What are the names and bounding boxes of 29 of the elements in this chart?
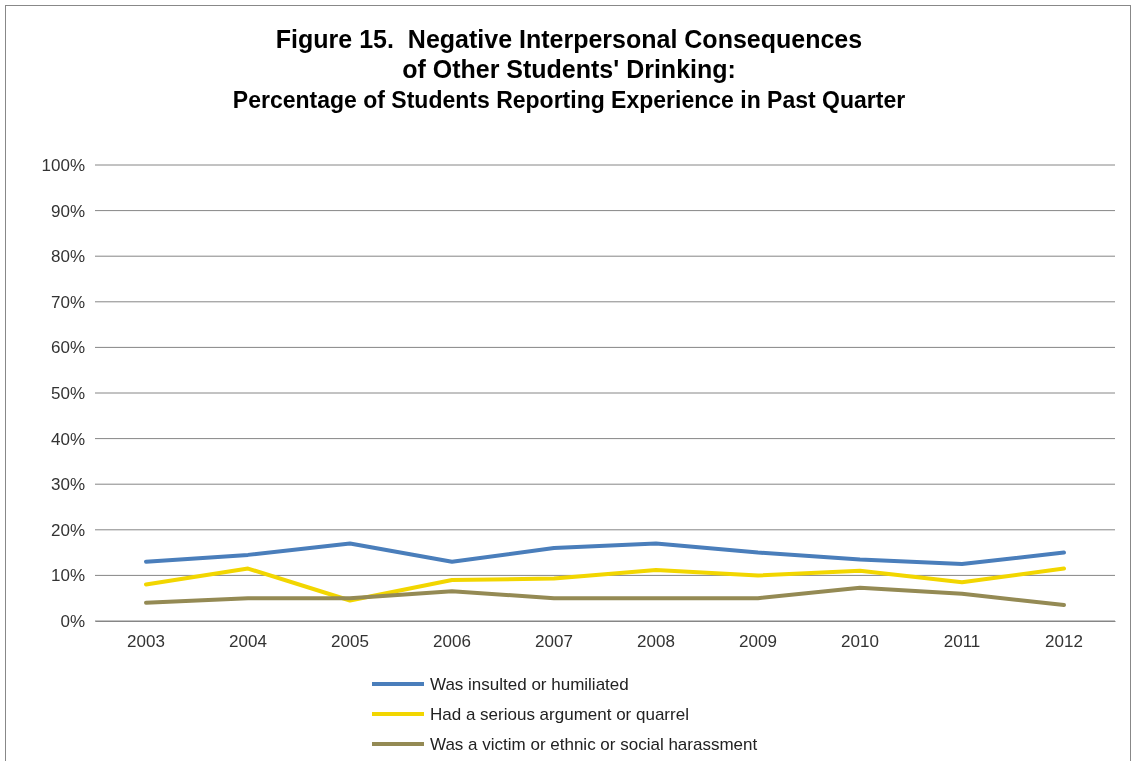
- x-tick-label: 2006: [433, 632, 471, 652]
- chart-subtitle: Percentage of Students Reporting Experience in Past Quarter: [232, 87, 906, 113]
- x-tick-label: 2010: [841, 632, 879, 652]
- y-tick-label: 40%: [50, 429, 85, 449]
- y-tick-label: 20%: [50, 520, 85, 540]
- line-series: [144, 585, 1066, 608]
- x-tick-label: 2004: [229, 632, 267, 652]
- y-tick-label: 50%: [50, 383, 85, 403]
- y-tick-label: 70%: [50, 292, 85, 312]
- y-tick-label: 100%: [41, 155, 85, 175]
- x-tick-label: 2012: [1045, 632, 1083, 652]
- legend-label: Had a serious argument or quarrel: [430, 705, 689, 724]
- line-series: [144, 541, 1066, 566]
- x-tick-label: 2011: [943, 632, 981, 652]
- x-tick-label: 2007: [535, 632, 573, 652]
- x-tick-label: 2008: [637, 632, 675, 652]
- y-tick-label: 10%: [50, 566, 85, 586]
- chart-title: Figure 15. Negative Interpersonal Consequences of Other Students' Drinking:: [275, 25, 863, 83]
- line-series: [144, 566, 1066, 603]
- y-tick-label: 80%: [50, 247, 85, 267]
- y-tick-label: 90%: [50, 201, 85, 221]
- x-tick-label: 2009: [739, 632, 777, 652]
- y-tick-label: 30%: [50, 475, 85, 495]
- x-tick-label: 2003: [127, 632, 165, 652]
- y-tick-label: 60%: [50, 338, 85, 358]
- y-tick-label: 0%: [60, 611, 85, 631]
- x-tick-label: 2005: [331, 632, 369, 652]
- legend-label: Was insulted or humiliated: [430, 675, 629, 694]
- legend-label: Was a victim or ethnic or social harassment: [430, 735, 758, 754]
